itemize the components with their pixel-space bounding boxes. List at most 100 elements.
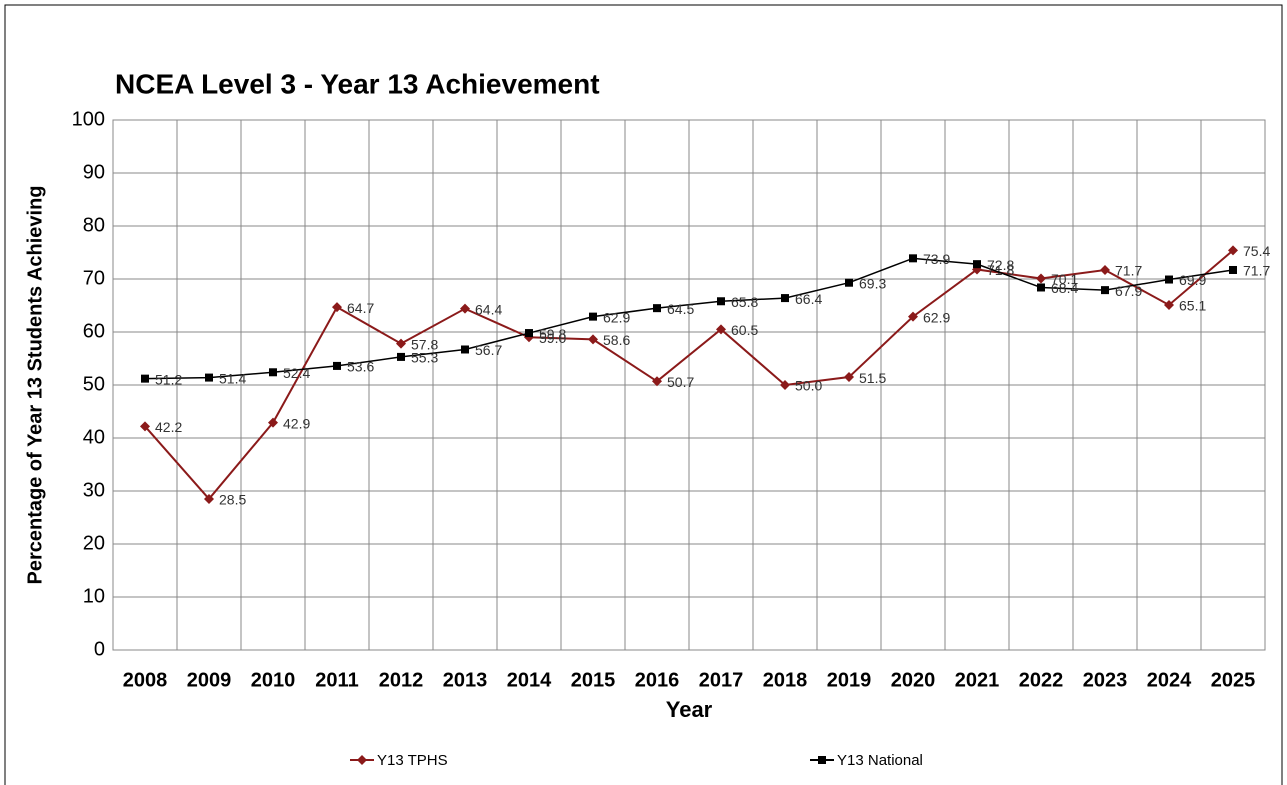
x-tick-label: 2017 — [699, 669, 744, 691]
data-point — [525, 329, 533, 338]
data-label: 42.9 — [283, 415, 310, 431]
legend-label: Y13 National — [837, 752, 923, 769]
data-label: 60.5 — [731, 322, 758, 338]
data-label: 55.3 — [411, 350, 438, 366]
x-tick-label: 2012 — [379, 669, 424, 691]
data-label: 65.8 — [731, 294, 758, 310]
x-tick-label: 2024 — [1147, 669, 1192, 691]
data-label: 50.0 — [795, 378, 822, 394]
x-tick-label: 2021 — [955, 669, 1000, 691]
y-tick-label: 90 — [83, 161, 105, 183]
data-point — [716, 324, 726, 335]
data-point — [780, 380, 790, 390]
data-label: 51.4 — [219, 370, 246, 386]
x-tick-label: 2008 — [123, 669, 168, 691]
data-point — [1037, 283, 1045, 292]
data-label: 68.4 — [1051, 280, 1078, 296]
data-label: 66.4 — [795, 291, 822, 307]
data-point — [845, 278, 853, 287]
data-label: 53.6 — [347, 359, 374, 375]
x-tick-label: 2011 — [315, 669, 358, 691]
data-label: 75.4 — [1243, 243, 1270, 259]
y-tick-label: 20 — [83, 532, 105, 554]
plot-frame — [112, 119, 1266, 651]
data-label: 62.9 — [603, 309, 630, 325]
data-label: 69.9 — [1179, 272, 1206, 288]
data-point — [268, 417, 278, 428]
data-label: 52.4 — [283, 365, 310, 381]
data-point — [1164, 299, 1174, 310]
y-tick-label: 0 — [94, 638, 105, 660]
y-tick-label: 70 — [83, 267, 105, 289]
x-tick-label: 2009 — [187, 669, 232, 691]
data-label: 42.2 — [155, 419, 182, 435]
data-point — [1100, 264, 1110, 275]
data-label: 64.5 — [667, 301, 694, 317]
chart-title: NCEA Level 3 - Year 13 Achievement — [115, 68, 600, 99]
data-point — [1228, 245, 1238, 256]
data-point — [1101, 286, 1109, 295]
data-point — [141, 374, 149, 383]
legend-marker — [818, 756, 826, 764]
x-tick-label: 2015 — [571, 669, 616, 691]
y-tick-label: 100 — [72, 108, 105, 130]
data-label: 67.9 — [1115, 283, 1142, 299]
data-point — [781, 294, 789, 303]
data-label: 59.0 — [539, 330, 566, 346]
data-point — [1165, 275, 1173, 284]
data-label: 51.2 — [155, 371, 182, 387]
x-axis-label: Year — [666, 697, 713, 722]
data-label: 73.9 — [923, 251, 950, 267]
data-label: 69.3 — [859, 275, 886, 291]
y-tick-label: 30 — [83, 479, 105, 501]
x-tick-label: 2014 — [507, 669, 552, 691]
x-tick-label: 2010 — [251, 669, 296, 691]
x-tick-label: 2025 — [1211, 669, 1256, 691]
data-point — [844, 372, 854, 383]
data-label: 58.6 — [603, 332, 630, 348]
y-tick-label: 40 — [83, 426, 105, 448]
data-point — [588, 334, 598, 345]
data-label: 59.8 — [539, 326, 566, 342]
x-tick-label: 2023 — [1083, 669, 1128, 691]
chart-frame — [4, 4, 1283, 785]
data-point — [908, 311, 918, 322]
data-point — [396, 338, 406, 349]
legend-label: Y13 TPHS — [377, 752, 448, 769]
data-label: 65.1 — [1179, 298, 1206, 314]
data-label: 28.5 — [219, 492, 246, 508]
data-label: 56.7 — [475, 342, 502, 358]
y-axis-label: Percentage of Year 13 Students Achieving — [24, 185, 46, 584]
data-point — [460, 303, 470, 314]
data-point — [652, 376, 662, 387]
x-tick-label: 2022 — [1019, 669, 1064, 691]
data-point — [717, 297, 725, 306]
series-line — [144, 249, 1234, 501]
data-point — [1229, 265, 1237, 274]
legend-marker — [357, 755, 367, 765]
series-line — [144, 257, 1234, 380]
data-label: 64.7 — [347, 300, 374, 316]
data-point — [397, 352, 405, 361]
data-label: 71.7 — [1243, 263, 1270, 279]
x-tick-label: 2013 — [443, 669, 488, 691]
data-label: 72.8 — [987, 257, 1014, 273]
data-label: 71.8 — [987, 262, 1014, 278]
y-tick-label: 50 — [83, 373, 105, 395]
data-point — [589, 312, 597, 321]
data-point — [332, 302, 342, 313]
x-tick-label: 2019 — [827, 669, 872, 691]
x-tick-label: 2020 — [891, 669, 936, 691]
data-point — [204, 493, 214, 504]
x-tick-label: 2016 — [635, 669, 680, 691]
data-point — [909, 254, 917, 263]
data-point — [269, 368, 277, 377]
x-tick-label: 2018 — [763, 669, 808, 691]
data-point — [333, 361, 341, 370]
data-label: 51.5 — [859, 370, 886, 386]
data-point — [973, 260, 981, 269]
data-label: 57.8 — [411, 336, 438, 352]
y-tick-label: 60 — [83, 320, 105, 342]
y-tick-label: 80 — [83, 214, 105, 236]
